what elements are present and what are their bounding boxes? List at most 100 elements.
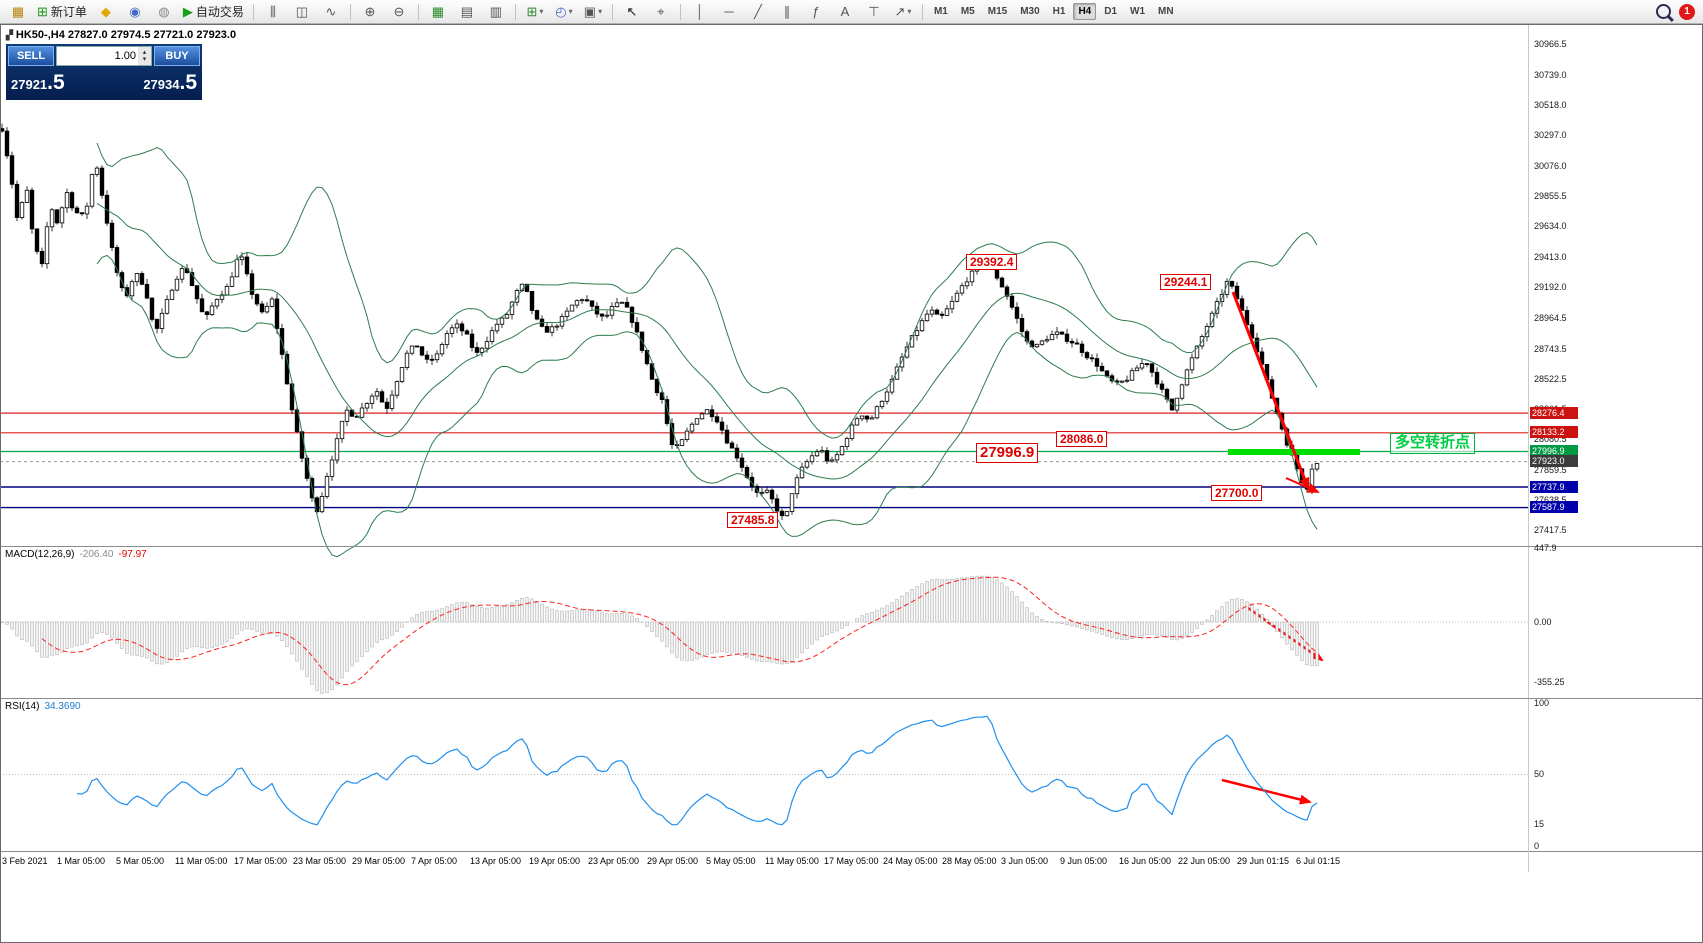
price-annotation[interactable]: 27485.8 bbox=[727, 512, 779, 529]
time-axis-label: 6 Jul 01:15 bbox=[1296, 856, 1341, 866]
chart-canvas[interactable] bbox=[0, 24, 1703, 872]
chart-context-icon[interactable]: ▞ bbox=[6, 30, 13, 40]
bollinger-lower-band[interactable] bbox=[96, 254, 1318, 558]
quick-trade-icon[interactable]: ◆ bbox=[92, 1, 120, 23]
chevron-down-icon: ▾ bbox=[568, 6, 573, 16]
crosshair-icon[interactable]: ⌖ bbox=[647, 1, 675, 23]
macd-histogram-bar bbox=[325, 621, 329, 693]
timeframe-button-m30[interactable]: M30 bbox=[1020, 6, 1040, 17]
rsi-line[interactable] bbox=[76, 715, 1318, 826]
macd-signal-line[interactable] bbox=[41, 576, 1318, 686]
candle-body bbox=[714, 416, 720, 423]
timeframe-button-m5[interactable]: M5 bbox=[960, 6, 975, 17]
arrows-tool-icon: ↗ bbox=[894, 4, 906, 19]
trend-arrow[interactable] bbox=[1231, 291, 1310, 490]
price-axis-label: 27638.5 bbox=[1534, 495, 1567, 505]
timeframe-button-d1[interactable]: D1 bbox=[1104, 6, 1118, 17]
template-icon[interactable]: ▣ ▾ bbox=[579, 1, 607, 23]
sell-button[interactable]: SELL bbox=[8, 46, 54, 66]
notification-badge[interactable]: 1 bbox=[1679, 3, 1695, 20]
accounts-icon[interactable]: ◉ bbox=[121, 1, 149, 23]
indicator-list-icon[interactable]: ▤ bbox=[453, 1, 481, 23]
volume-spinner[interactable]: ▴ ▾ bbox=[138, 47, 151, 65]
zoom-out-icon[interactable]: ⊖ bbox=[385, 1, 413, 23]
profiles-icon[interactable]: ◴ ▾ bbox=[550, 1, 578, 23]
channel-icon[interactable]: ∥ bbox=[773, 1, 801, 23]
macd-histogram-bar bbox=[90, 621, 94, 639]
timeframe-button-h1[interactable]: H1 bbox=[1052, 6, 1066, 17]
candle-body bbox=[64, 192, 70, 209]
candle-body bbox=[409, 345, 415, 354]
time-axis[interactable] bbox=[0, 851, 1703, 873]
macd-histogram-bar bbox=[1315, 621, 1319, 666]
macd-histogram-bar bbox=[355, 621, 359, 662]
timeframe-button-m15[interactable]: M15 bbox=[987, 6, 1008, 17]
macd-histogram-bar bbox=[1265, 619, 1269, 623]
new-order-button[interactable]: ⊞ 新订单 bbox=[33, 1, 91, 23]
candle-body bbox=[214, 298, 220, 307]
macd-histogram-bar bbox=[1205, 619, 1209, 623]
price-annotation[interactable]: 29392.4 bbox=[966, 254, 1018, 271]
timeframe-button-mn[interactable]: MN bbox=[1158, 6, 1174, 17]
macd-histogram-bar bbox=[1260, 613, 1264, 623]
macd-histogram-bar bbox=[605, 613, 609, 623]
panel-splitter-macd[interactable] bbox=[0, 546, 1703, 547]
macd-histogram-bar bbox=[1010, 591, 1014, 623]
price-annotation[interactable]: 27700.0 bbox=[1211, 485, 1263, 502]
macd-histogram-bar bbox=[825, 621, 829, 635]
bollinger-upper-band[interactable] bbox=[96, 142, 1318, 439]
spinner-down-icon[interactable]: ▾ bbox=[142, 56, 147, 63]
text-icon[interactable]: A bbox=[831, 1, 859, 23]
new-order-button: ⊞ bbox=[37, 4, 48, 19]
tile-windows-icon[interactable]: ▦ bbox=[424, 1, 452, 23]
candle-body bbox=[889, 378, 895, 393]
price-annotation[interactable]: 28086.0 bbox=[1056, 431, 1108, 448]
fibonacci-icon[interactable]: ƒ bbox=[802, 1, 830, 23]
turning-point-note[interactable]: 多空转折点 bbox=[1390, 433, 1476, 454]
profiles-icon: ◴ bbox=[555, 4, 567, 19]
buy-button[interactable]: BUY bbox=[154, 46, 200, 66]
objects-list-icon[interactable]: ▥ bbox=[482, 1, 510, 23]
volume-input[interactable] bbox=[57, 47, 138, 65]
price-annotation[interactable]: 29244.1 bbox=[1160, 274, 1212, 291]
cursor-icon[interactable]: ↖ bbox=[618, 1, 646, 23]
bollinger-middle-band[interactable] bbox=[96, 202, 1318, 480]
candle-body bbox=[144, 283, 150, 299]
new-chart-icon[interactable]: ⊞ ▾ bbox=[521, 1, 549, 23]
trend-arrow[interactable] bbox=[1285, 477, 1320, 493]
vertical-line-icon[interactable]: │ bbox=[686, 1, 714, 23]
chart-window-icon[interactable]: ▦ bbox=[4, 1, 32, 23]
candle-body bbox=[329, 459, 335, 477]
macd-histogram-bar bbox=[280, 621, 284, 641]
timeframe-button-m1[interactable]: M1 bbox=[933, 6, 948, 17]
timeframe-button-h4[interactable]: H4 bbox=[1073, 3, 1097, 20]
bar-chart-icon[interactable]: ⫼ bbox=[259, 1, 287, 23]
spinner-up-icon[interactable]: ▴ bbox=[142, 49, 147, 56]
label-icon[interactable]: ⊤ bbox=[860, 1, 888, 23]
search-icon[interactable] bbox=[1656, 4, 1671, 19]
panel-splitter-rsi[interactable] bbox=[0, 698, 1703, 699]
timeframe-button-w1[interactable]: W1 bbox=[1130, 6, 1146, 17]
line-chart-icon[interactable]: ∿ bbox=[317, 1, 345, 23]
autotrade-button[interactable]: ▶ 自动交易 bbox=[179, 1, 248, 23]
candle-body bbox=[794, 477, 800, 495]
horizontal-line-icon[interactable]: ─ bbox=[715, 1, 743, 23]
candle-body bbox=[779, 510, 785, 517]
candle-body bbox=[274, 298, 280, 329]
candle-body bbox=[1059, 331, 1065, 335]
trend-arrow[interactable] bbox=[1247, 606, 1324, 662]
macd-histogram-bar bbox=[255, 621, 259, 632]
candle-body bbox=[689, 423, 695, 432]
candle-body bbox=[739, 457, 745, 468]
macd-histogram-bar bbox=[60, 621, 64, 653]
market-icon[interactable]: ◍ bbox=[150, 1, 178, 23]
trendline-icon[interactable]: ╱ bbox=[744, 1, 772, 23]
candlestick-chart-icon[interactable]: ◫ bbox=[288, 1, 316, 23]
arrows-tool-icon[interactable]: ↗ ▾ bbox=[889, 1, 917, 23]
macd-axis-label: -355.25 bbox=[1534, 677, 1565, 687]
trend-arrow[interactable] bbox=[1221, 778, 1312, 805]
price-annotation[interactable]: 27996.9 bbox=[976, 443, 1039, 463]
macd-histogram-bar bbox=[190, 621, 194, 648]
zoom-in-icon[interactable]: ⊕ bbox=[356, 1, 384, 23]
macd-histogram-bar bbox=[1190, 621, 1194, 633]
